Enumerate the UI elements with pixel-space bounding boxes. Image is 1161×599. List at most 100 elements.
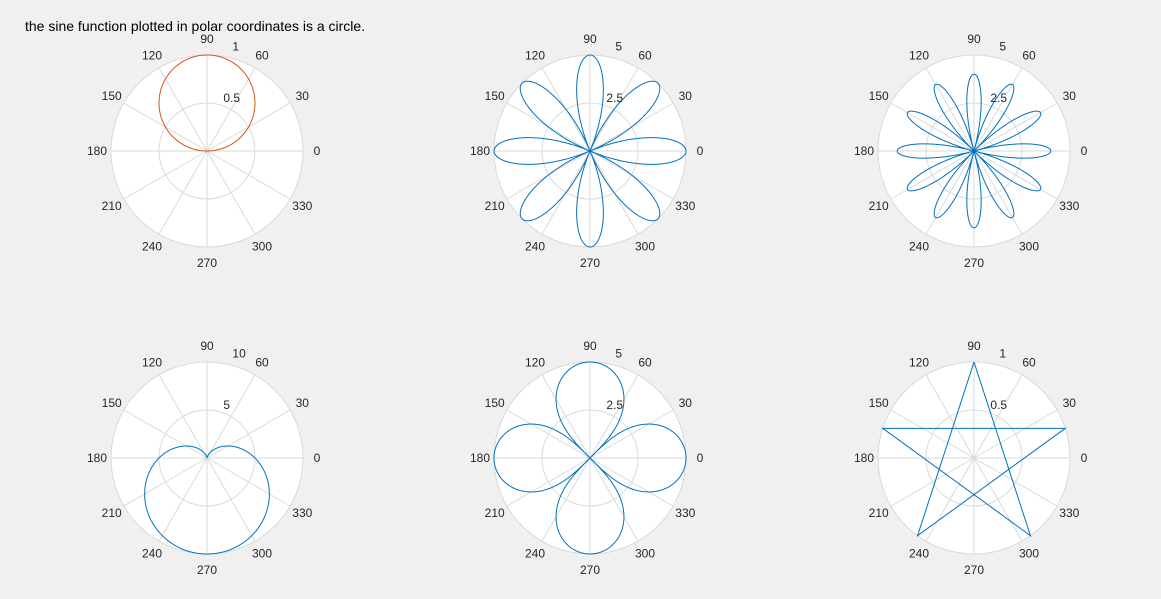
theta-tick-label: 90 <box>967 339 981 353</box>
theta-tick-label: 150 <box>102 396 122 410</box>
theta-grid-line <box>541 457 591 542</box>
r-tick-label: 5 <box>615 347 622 361</box>
r-tick-label: 10 <box>232 347 246 361</box>
theta-tick-label: 210 <box>485 199 505 213</box>
theta-tick-label: 330 <box>1059 199 1079 213</box>
theta-tick-label: 330 <box>1059 506 1079 520</box>
theta-grid-line <box>506 457 591 507</box>
polar-axes-6: 0 30 60 90 120 150 180 210 240 270 300 330 0.5 1 <box>854 339 1088 577</box>
theta-grid-line <box>123 409 208 459</box>
theta-tick-label: 30 <box>679 396 693 410</box>
theta-tick-label: 30 <box>1063 396 1077 410</box>
theta-tick-label: 300 <box>1019 239 1039 253</box>
theta-tick-label: 210 <box>869 506 889 520</box>
theta-tick-label: 30 <box>296 89 310 103</box>
theta-grid-line <box>206 409 291 459</box>
theta-tick-label: 270 <box>197 256 217 270</box>
theta-grid-line <box>890 457 975 507</box>
series-curve <box>493 361 687 555</box>
theta-tick-label: 30 <box>679 89 693 103</box>
series-curve <box>896 73 1052 229</box>
theta-tick-label: 60 <box>255 49 269 63</box>
theta-tick-label: 90 <box>200 32 214 46</box>
theta-tick-label: 60 <box>1022 49 1036 63</box>
theta-tick-label: 300 <box>1019 546 1039 560</box>
theta-grid-line <box>541 374 591 459</box>
theta-tick-label: 90 <box>583 339 597 353</box>
r-tick-label: 0.5 <box>223 91 240 105</box>
series-curve <box>144 445 270 555</box>
theta-tick-label: 90 <box>583 32 597 46</box>
theta-tick-label: 90 <box>967 32 981 46</box>
theta-tick-label: 300 <box>252 546 272 560</box>
theta-tick-label: 270 <box>964 563 984 577</box>
theta-tick-label: 120 <box>909 49 929 63</box>
r-tick-label: 5 <box>615 40 622 54</box>
theta-grid-line <box>158 150 208 235</box>
polar-axes-3: 0 30 60 90 120 150 180 210 240 270 300 330 2.5 5 <box>854 32 1088 270</box>
theta-tick-label: 0 <box>314 144 321 158</box>
theta-grid-line <box>506 409 591 459</box>
theta-tick-label: 210 <box>485 506 505 520</box>
theta-grid-line <box>973 67 1023 152</box>
theta-grid-line <box>206 150 291 200</box>
theta-grid-line <box>206 457 291 507</box>
theta-tick-label: 300 <box>252 239 272 253</box>
theta-tick-label: 240 <box>525 546 545 560</box>
r-tick-label: 1 <box>999 347 1006 361</box>
theta-grid-line <box>123 150 208 200</box>
theta-tick-label: 210 <box>869 199 889 213</box>
r-tick-label: 5 <box>223 398 230 412</box>
theta-grid-line <box>973 409 1058 459</box>
theta-tick-label: 120 <box>525 49 545 63</box>
polar-axes-2: 0 30 60 90 120 150 180 210 240 270 300 330 2.5 5 <box>470 32 704 270</box>
theta-tick-label: 150 <box>485 89 505 103</box>
series-curve <box>158 54 256 152</box>
theta-grid-line <box>123 457 208 507</box>
theta-tick-label: 180 <box>854 451 874 465</box>
theta-tick-label: 180 <box>87 144 107 158</box>
theta-tick-label: 120 <box>142 49 162 63</box>
polar-axes-1: 0 30 60 90 120 150 180 210 240 270 300 330 0.5 1 <box>87 32 321 270</box>
theta-tick-label: 60 <box>638 356 652 370</box>
theta-grid-line <box>589 409 674 459</box>
theta-tick-label: 150 <box>102 89 122 103</box>
r-tick-label: 2.5 <box>606 91 623 105</box>
theta-tick-label: 0 <box>1081 144 1088 158</box>
theta-grid-line <box>158 374 208 459</box>
theta-tick-label: 330 <box>675 199 695 213</box>
theta-grid-line <box>973 457 1058 507</box>
r-tick-label: 5 <box>999 40 1006 54</box>
r-tick-label: 2.5 <box>606 398 623 412</box>
theta-tick-label: 150 <box>869 396 889 410</box>
theta-grid-line <box>589 374 639 459</box>
theta-tick-label: 270 <box>197 563 217 577</box>
theta-grid-line <box>973 457 1023 542</box>
theta-tick-label: 210 <box>102 506 122 520</box>
theta-grid-line <box>973 150 1058 200</box>
theta-tick-label: 120 <box>909 356 929 370</box>
theta-tick-label: 120 <box>142 356 162 370</box>
theta-grid-line <box>890 409 975 459</box>
theta-tick-label: 330 <box>292 506 312 520</box>
theta-grid-line <box>206 150 256 235</box>
theta-tick-label: 270 <box>580 256 600 270</box>
polar-axes-4: 0 30 60 90 120 150 180 210 240 270 300 330 5 10 <box>87 339 321 577</box>
theta-tick-label: 30 <box>296 396 310 410</box>
theta-tick-label: 180 <box>470 144 490 158</box>
theta-tick-label: 0 <box>1081 451 1088 465</box>
theta-tick-label: 30 <box>1063 89 1077 103</box>
theta-grid-line <box>925 67 975 152</box>
r-tick-label: 0.5 <box>990 398 1007 412</box>
series-curve <box>493 54 687 248</box>
theta-tick-label: 270 <box>964 256 984 270</box>
figure-caption: the sine function plotted in polar coord… <box>25 18 366 34</box>
theta-tick-label: 120 <box>525 356 545 370</box>
theta-grid-line <box>925 457 975 542</box>
theta-tick-label: 240 <box>909 239 929 253</box>
theta-tick-label: 60 <box>638 49 652 63</box>
theta-tick-label: 150 <box>869 89 889 103</box>
theta-tick-label: 270 <box>580 563 600 577</box>
theta-tick-label: 240 <box>142 546 162 560</box>
theta-tick-label: 180 <box>470 451 490 465</box>
